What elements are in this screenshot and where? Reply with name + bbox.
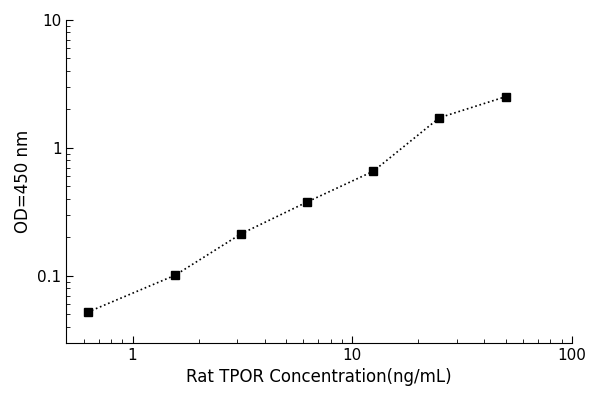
X-axis label: Rat TPOR Concentration(ng/mL): Rat TPOR Concentration(ng/mL) [186, 368, 452, 386]
Y-axis label: OD=450 nm: OD=450 nm [14, 130, 32, 233]
